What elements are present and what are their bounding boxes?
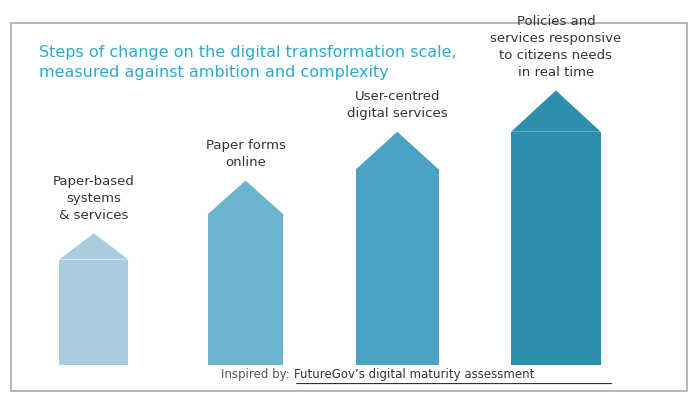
Polygon shape: [511, 91, 601, 132]
Text: FutureGov’s digital maturity assessment: FutureGov’s digital maturity assessment: [294, 367, 534, 381]
Bar: [511, 132, 601, 365]
Bar: [59, 259, 128, 365]
Bar: [207, 214, 283, 365]
Text: Policies and
services responsive
to citizens needs
in real time: Policies and services responsive to citi…: [490, 15, 621, 79]
Polygon shape: [207, 181, 283, 214]
Polygon shape: [59, 233, 128, 259]
Text: Paper-based
systems
& services: Paper-based systems & services: [53, 175, 135, 222]
Text: User-centred
digital services: User-centred digital services: [347, 91, 447, 120]
Text: Inspired by:: Inspired by:: [221, 367, 294, 381]
Bar: [356, 169, 438, 365]
Text: Steps of change on the digital transformation scale,
measured against ambition a: Steps of change on the digital transform…: [38, 45, 456, 80]
Text: Paper forms
online: Paper forms online: [206, 139, 285, 169]
Polygon shape: [356, 132, 438, 169]
